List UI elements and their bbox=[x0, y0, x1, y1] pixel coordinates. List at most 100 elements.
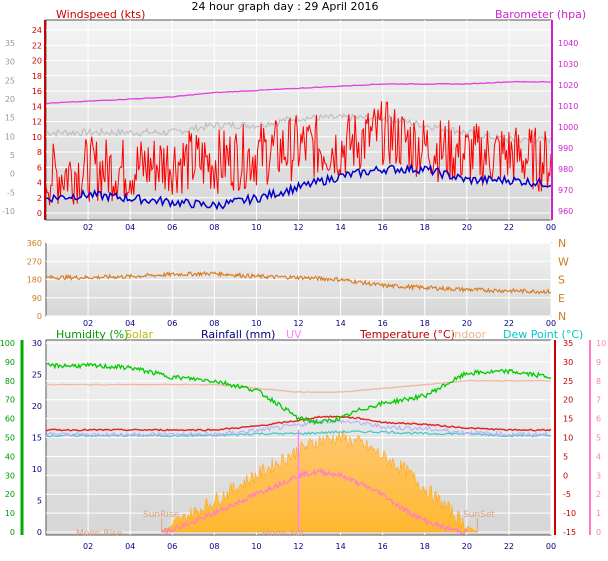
x-tick-label: 04 bbox=[125, 319, 135, 328]
uv-line bbox=[161, 467, 468, 536]
dir-tick-label: 90 bbox=[32, 294, 42, 303]
barometer-line bbox=[45, 80, 552, 105]
windspeed-label: Windspeed (kts) bbox=[56, 8, 145, 21]
outer-tick-label: 30 bbox=[5, 58, 15, 67]
blue-series-line bbox=[45, 162, 552, 211]
outer-tick-label: 5 bbox=[10, 151, 15, 160]
baro-tick-label: 970 bbox=[558, 186, 573, 195]
solar-tick-label: 0 bbox=[37, 528, 42, 537]
solar-area bbox=[160, 429, 478, 533]
x-tick-label: 10 bbox=[251, 319, 261, 328]
x-tick-label: 16 bbox=[378, 223, 388, 232]
x-tick-label: 22 bbox=[504, 319, 514, 328]
moonrise-annotation: Moon Rise bbox=[76, 529, 123, 539]
x-tick-label: 18 bbox=[420, 542, 430, 551]
indoor-label: Indoor bbox=[451, 328, 487, 341]
x-tick-label: 06 bbox=[167, 319, 177, 328]
x-tick-label: 04 bbox=[125, 223, 135, 232]
x-tick-label: 12 bbox=[293, 542, 303, 551]
temp-tick-label: -5 bbox=[563, 490, 571, 499]
solar-tick-label: 30 bbox=[32, 339, 42, 348]
uv-tick-label: 10 bbox=[596, 339, 606, 348]
compass-label: S bbox=[558, 274, 565, 287]
x-tick-label: 02 bbox=[83, 319, 93, 328]
humidity-tick-label: 10 bbox=[5, 509, 15, 518]
uv-tick-label: 6 bbox=[596, 415, 601, 424]
outer-tick-label: 0 bbox=[10, 170, 15, 179]
dir-tick-label: 270 bbox=[27, 257, 42, 266]
wind-tick-label: 14 bbox=[32, 102, 42, 111]
humidity-tick-label: 100 bbox=[0, 339, 15, 348]
temperature-line bbox=[45, 415, 552, 432]
solar-tick-label: 25 bbox=[32, 371, 42, 380]
x-tick-label: 00 bbox=[546, 223, 556, 232]
compass-label: N bbox=[558, 310, 566, 323]
temp-tick-label: 20 bbox=[563, 396, 573, 405]
wind-tick-label: 18 bbox=[32, 72, 42, 81]
outer-tick-label: -5 bbox=[7, 188, 15, 197]
humidity-line bbox=[45, 361, 552, 426]
wind-tick-label: 2 bbox=[37, 194, 42, 203]
wind-tick-label: 4 bbox=[37, 179, 42, 188]
outer-tick-label: 10 bbox=[5, 132, 15, 141]
uv-tick-label: 0 bbox=[596, 528, 601, 537]
temp-tick-label: 15 bbox=[563, 415, 573, 424]
outer-tick-label: 25 bbox=[5, 76, 15, 85]
x-tick-label: 22 bbox=[504, 223, 514, 232]
x-tick-label: 10 bbox=[251, 542, 261, 551]
temp-tick-label: 10 bbox=[563, 434, 573, 443]
uv-tick-label: 5 bbox=[596, 434, 601, 443]
x-tick-label: 16 bbox=[378, 542, 388, 551]
temp-tick-label: 25 bbox=[563, 377, 573, 386]
x-tick-label: 08 bbox=[209, 319, 219, 328]
wind-tick-label: 20 bbox=[32, 57, 42, 66]
humidity-tick-label: 60 bbox=[5, 415, 15, 424]
uv-tick-label: 1 bbox=[596, 509, 601, 518]
x-tick-label: 12 bbox=[293, 319, 303, 328]
sunrise-annotation: SunRise bbox=[143, 510, 180, 520]
compass-label: E bbox=[558, 292, 565, 305]
solar-tick-label: 20 bbox=[32, 402, 42, 411]
dewpoint-label: Dew Point (°C) bbox=[503, 328, 583, 341]
outer-tick-label: 35 bbox=[5, 39, 15, 48]
solar-tick-label: 15 bbox=[32, 434, 42, 443]
solar-tick-label: 5 bbox=[37, 497, 42, 506]
uv-tick-label: 2 bbox=[596, 490, 601, 499]
wind-tick-label: 22 bbox=[32, 41, 42, 50]
wind-tick-label: 6 bbox=[37, 163, 42, 172]
x-tick-label: 02 bbox=[83, 542, 93, 551]
baro-tick-label: 980 bbox=[558, 165, 573, 174]
baro-tick-label: 1020 bbox=[558, 81, 578, 90]
wind-tick-label: 12 bbox=[32, 118, 42, 127]
x-tick-label: 02 bbox=[83, 223, 93, 232]
temp-tick-label: 0 bbox=[563, 471, 568, 480]
temp-tick-label: 35 bbox=[563, 339, 573, 348]
wind-tick-label: 8 bbox=[37, 148, 42, 157]
wind-tick-label: 24 bbox=[32, 26, 42, 35]
uv-tick-label: 3 bbox=[596, 471, 601, 480]
baro-tick-label: 1010 bbox=[558, 102, 578, 111]
uv-tick-label: 9 bbox=[596, 358, 601, 367]
x-tick-label: 08 bbox=[209, 223, 219, 232]
temp-tick-label: 5 bbox=[563, 452, 568, 461]
humidity-tick-label: 30 bbox=[5, 471, 15, 480]
x-tick-label: 06 bbox=[167, 542, 177, 551]
compass-label: W bbox=[558, 255, 569, 268]
barometer-label: Barometer (hpa) bbox=[495, 8, 586, 21]
baro-tick-label: 1040 bbox=[558, 39, 578, 48]
baro-tick-label: 960 bbox=[558, 207, 573, 216]
humidity-tick-label: 90 bbox=[5, 358, 15, 367]
outer-tick-label: 20 bbox=[5, 95, 15, 104]
wind-tick-label: 10 bbox=[32, 133, 42, 142]
temperature-band-line bbox=[45, 418, 552, 438]
compass-label: N bbox=[558, 237, 566, 250]
uv-tick-label: 8 bbox=[596, 377, 601, 386]
baro-tick-label: 1030 bbox=[558, 60, 578, 69]
humidity-label: Humidity (%) bbox=[56, 328, 128, 341]
solar-label: Solar bbox=[125, 328, 154, 341]
rainfall-label: Rainfall (mm) bbox=[201, 328, 275, 341]
x-tick-label: 08 bbox=[209, 542, 219, 551]
